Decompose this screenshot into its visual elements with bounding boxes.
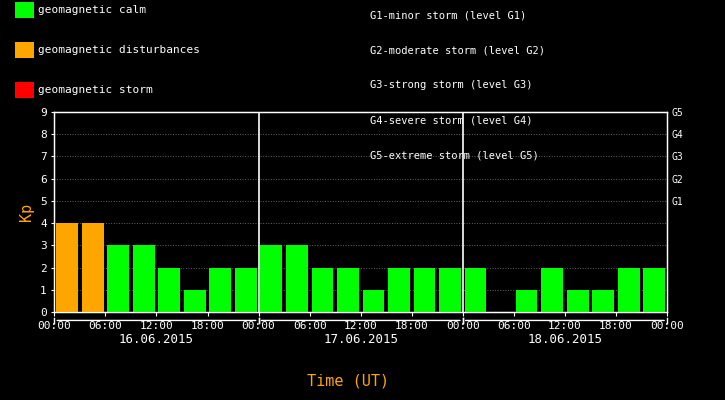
Bar bbox=[210, 268, 231, 312]
Bar bbox=[439, 268, 461, 312]
Bar bbox=[362, 290, 384, 312]
Bar bbox=[618, 268, 639, 312]
Text: G1-minor storm (level G1): G1-minor storm (level G1) bbox=[370, 10, 526, 20]
Text: 18.06.2015: 18.06.2015 bbox=[527, 333, 602, 346]
Bar bbox=[567, 290, 589, 312]
Y-axis label: Kp: Kp bbox=[20, 203, 34, 221]
Bar bbox=[312, 268, 334, 312]
Bar bbox=[515, 290, 537, 312]
Text: G4-severe storm (level G4): G4-severe storm (level G4) bbox=[370, 116, 532, 126]
Bar bbox=[184, 290, 206, 312]
Bar bbox=[57, 223, 78, 312]
Bar bbox=[337, 268, 359, 312]
Bar bbox=[414, 268, 435, 312]
Bar bbox=[260, 245, 282, 312]
Text: 17.06.2015: 17.06.2015 bbox=[323, 333, 398, 346]
Text: geomagnetic calm: geomagnetic calm bbox=[38, 5, 146, 15]
Text: geomagnetic storm: geomagnetic storm bbox=[38, 85, 153, 95]
Bar bbox=[286, 245, 307, 312]
Bar bbox=[133, 245, 154, 312]
Bar bbox=[592, 290, 614, 312]
Text: 16.06.2015: 16.06.2015 bbox=[119, 333, 194, 346]
Bar bbox=[643, 268, 665, 312]
Text: G3-strong storm (level G3): G3-strong storm (level G3) bbox=[370, 80, 532, 90]
Bar bbox=[235, 268, 257, 312]
Text: G2-moderate storm (level G2): G2-moderate storm (level G2) bbox=[370, 45, 544, 55]
Text: G5-extreme storm (level G5): G5-extreme storm (level G5) bbox=[370, 151, 539, 161]
Text: Time (UT): Time (UT) bbox=[307, 373, 389, 388]
Bar bbox=[107, 245, 129, 312]
Bar bbox=[388, 268, 410, 312]
Bar bbox=[158, 268, 180, 312]
Bar bbox=[82, 223, 104, 312]
Bar bbox=[465, 268, 486, 312]
Text: geomagnetic disturbances: geomagnetic disturbances bbox=[38, 45, 200, 55]
Bar bbox=[542, 268, 563, 312]
